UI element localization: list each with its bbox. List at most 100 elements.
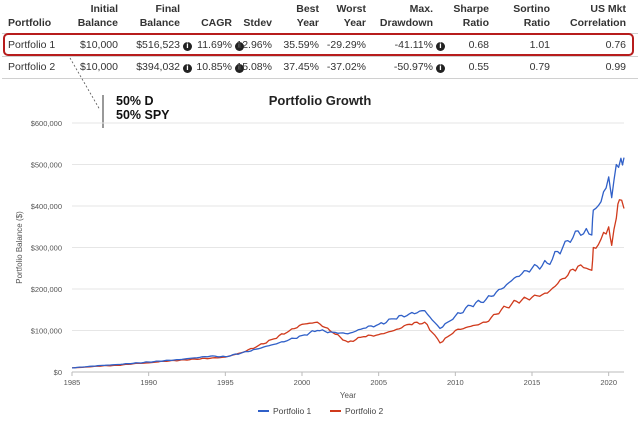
table-cell-final: $516,523 i [136,39,192,51]
table-header: US Mkt Correlation [570,2,626,30]
table-cell-worst: -37.02% [327,61,366,73]
table-cell-corr: 0.76 [606,39,626,51]
table-header-label: Worst [336,3,366,15]
table-cell-cagr: 10.85% i [196,61,244,73]
table-cell-value: 15.08% [236,61,272,73]
table-cell-portfolio: Portfolio 2 [8,61,55,73]
chart-title: Portfolio Growth [268,93,372,108]
table-cell-value: Portfolio 2 [8,61,56,73]
table-header: Final Balance [140,2,180,30]
table-cell-value: 35.59% [283,39,319,51]
series-line-portfolio-1 [71,157,625,369]
table-cell-value: 10.85% [196,61,232,73]
table-header-label: Max. [409,3,433,15]
table-cell-maxdd: -41.11% i [395,39,445,51]
table-header-label: Balance [139,17,180,29]
table-header-label: Final [155,3,180,15]
table-cell-value: 0.76 [605,39,626,51]
table-header-label: Year [343,17,366,29]
table-cell-worst: -29.29% [327,39,366,51]
table-cell-value: 1.01 [529,39,550,51]
table-cell-value: -29.29% [326,39,366,51]
table-header: Worst Year [336,2,366,30]
table-cell-best: 35.59% [283,39,319,51]
legend-label: Portfolio 2 [345,406,384,416]
table-header-label: Sortino [513,3,550,15]
table-cell-portfolio: Portfolio 1 [8,39,55,51]
table-cell-initial: $10,000 [80,39,118,51]
table-header: Portfolio [8,16,51,30]
table-header-label: Correlation [569,17,626,29]
y-tick-label: $600,000 [31,119,62,128]
table-row: Portfolio 2 $10,000 $394,032 i 10.85% i 15.08%… [0,57,640,77]
table-cell-initial: $10,000 [80,61,118,73]
x-tick-label: 2015 [524,378,541,387]
table-cell-best: 37.45% [283,61,319,73]
x-tick-label: 2000 [294,378,311,387]
legend-label: Portfolio 1 [273,406,312,416]
table-cell-value: Portfolio 1 [8,39,56,51]
table-cell-maxdd: -50.97% i [394,61,445,73]
table-cell-sortino: 1.01 [530,39,550,51]
table-cell-value: -41.11% [394,39,433,51]
row-divider [2,56,638,57]
table-header-label: Balance [77,17,118,29]
x-tick-label: 1995 [217,378,234,387]
annotation-line-2: 50% SPY [116,108,170,122]
table-cell-value: 0.68 [468,39,489,51]
info-circle-icon[interactable]: i [436,64,445,73]
table-header-label: Year [296,17,319,29]
table-cell-value: -50.97% [393,61,433,73]
table-header: Stdev [243,16,272,30]
table-cell-sortino: 0.79 [530,61,550,73]
x-tick-label: 2010 [447,378,464,387]
y-axis-label: Portfolio Balance ($) [15,211,24,284]
x-axis-label: Year [340,391,357,400]
x-tick-label: 1990 [140,378,157,387]
table-cell-final: $394,032 i [136,61,192,73]
table-cell-value: 12.96% [236,39,272,51]
x-tick-label: 1985 [64,378,81,387]
info-circle-icon[interactable]: i [436,42,445,51]
table-header-label: Drawdown [379,17,433,29]
y-tick-label: $0 [54,368,62,377]
table-cell-value: -37.02% [326,61,366,73]
portfolio-1-highlight-box [3,33,634,56]
info-circle-icon[interactable]: i [183,42,192,51]
table-cell-stdev: 15.08% [236,61,272,73]
table-cell-value: 0.79 [529,61,550,73]
info-circle-icon[interactable]: i [183,64,192,73]
y-tick-label: $500,000 [31,161,62,170]
table-header: Initial Balance [78,2,118,30]
table-header-label: Stdev [243,17,272,29]
info-circle-icon[interactable]: i [235,42,244,51]
table-header: Sharpe Ratio [453,2,489,30]
table-cell-value: 37.45% [283,61,319,73]
info-circle-icon[interactable]: i [235,64,244,73]
table-header: Best Year [296,2,319,30]
table-cell-value: $394,032 [136,61,180,73]
table-header: Max. Drawdown [380,2,433,30]
table-cell-value: 0.99 [605,61,626,73]
annotation-line-1: 50% D [116,94,154,108]
x-tick-label: 2005 [370,378,387,387]
table-header-label: Best [296,3,319,15]
table-cell-stdev: 12.96% [236,39,272,51]
annotation-leader-line [69,57,101,111]
series-line-portfolio-2 [71,199,625,369]
table-header-label: Portfolio [8,17,52,29]
y-tick-label: $200,000 [31,285,62,294]
table-cell-value: $10,000 [80,39,118,51]
y-tick-label: $100,000 [31,327,62,336]
table-cell-corr: 0.99 [606,61,626,73]
table-header-label: Ratio [462,17,489,29]
x-tick-label: 2020 [600,378,617,387]
table-header: CAGR [201,16,232,30]
table-cell-sharpe: 0.68 [469,39,489,51]
y-tick-label: $400,000 [31,202,62,211]
table-header-label: US Mkt [590,3,626,15]
table-cell-value: $516,523 [136,39,180,51]
table-header-label: Sharpe [453,3,489,15]
table-cell-sharpe: 0.55 [469,61,489,73]
